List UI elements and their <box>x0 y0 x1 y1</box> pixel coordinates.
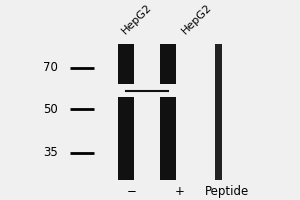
Text: 50: 50 <box>43 103 58 116</box>
Bar <box>160 97 176 180</box>
Text: Peptide: Peptide <box>205 185 249 198</box>
Text: 35: 35 <box>43 146 58 159</box>
Bar <box>118 44 134 84</box>
Text: −: − <box>127 185 137 198</box>
Bar <box>160 44 176 84</box>
Text: +: + <box>175 185 185 198</box>
Bar <box>118 97 134 180</box>
Text: HepG2: HepG2 <box>120 2 154 36</box>
Text: 70: 70 <box>43 61 58 74</box>
Text: HepG2: HepG2 <box>180 2 214 36</box>
Bar <box>214 44 222 180</box>
